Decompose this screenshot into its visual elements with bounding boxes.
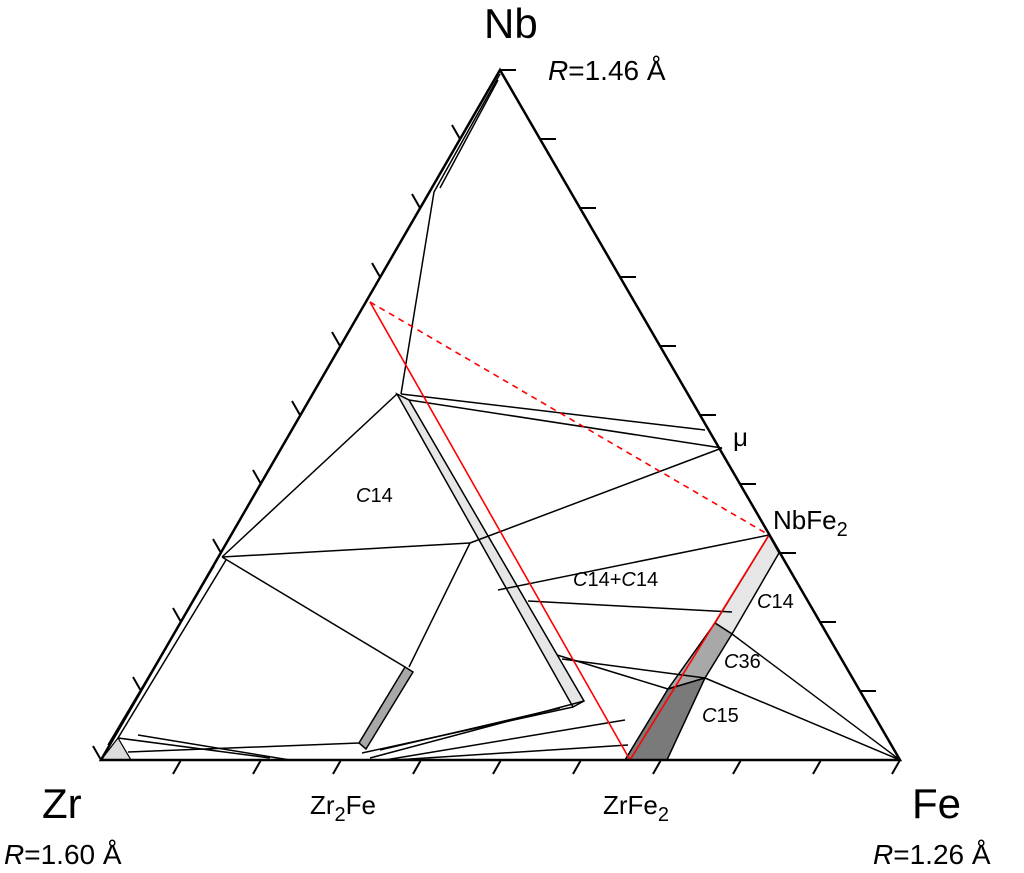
c14-main-label: C14 [356, 485, 393, 507]
c14-nbfe2-region [713, 533, 780, 636]
c14-c14-mixture-label: C14+C14 [573, 569, 658, 591]
mu-label: μ [733, 422, 748, 452]
vertex-label-zr: Zr [42, 780, 82, 827]
axis-ticks [92, 69, 901, 775]
vertex-label-fe: Fe [912, 780, 961, 827]
zrfe2-label: ZrFe2 [603, 790, 669, 826]
isopleth-section [369, 301, 770, 761]
c36-label: C36 [724, 651, 761, 673]
zr2fe-label: Zr2Fe [310, 790, 376, 826]
c14-phase-band [395, 392, 586, 709]
ternary-frame [98, 67, 903, 762]
tie-lines [107, 73, 901, 761]
nb-radius-label: R=1.46 Å [548, 55, 666, 86]
c14-right-label: C14 [757, 591, 794, 613]
zr2fe-phase-region [358, 665, 415, 751]
vertex-label-nb: Nb [484, 0, 538, 47]
isopleth-right-line [629, 534, 770, 761]
nbfe2-label: NbFe2 [773, 505, 848, 541]
isopleth-left-line [369, 301, 631, 761]
isopleth-dashed-line [369, 301, 770, 536]
zr-radius-label: R=1.60 Å [4, 839, 122, 870]
fe-radius-label: R=1.26 Å [873, 839, 991, 870]
c15-label: C15 [702, 705, 739, 727]
zr-corner-region [99, 736, 133, 761]
